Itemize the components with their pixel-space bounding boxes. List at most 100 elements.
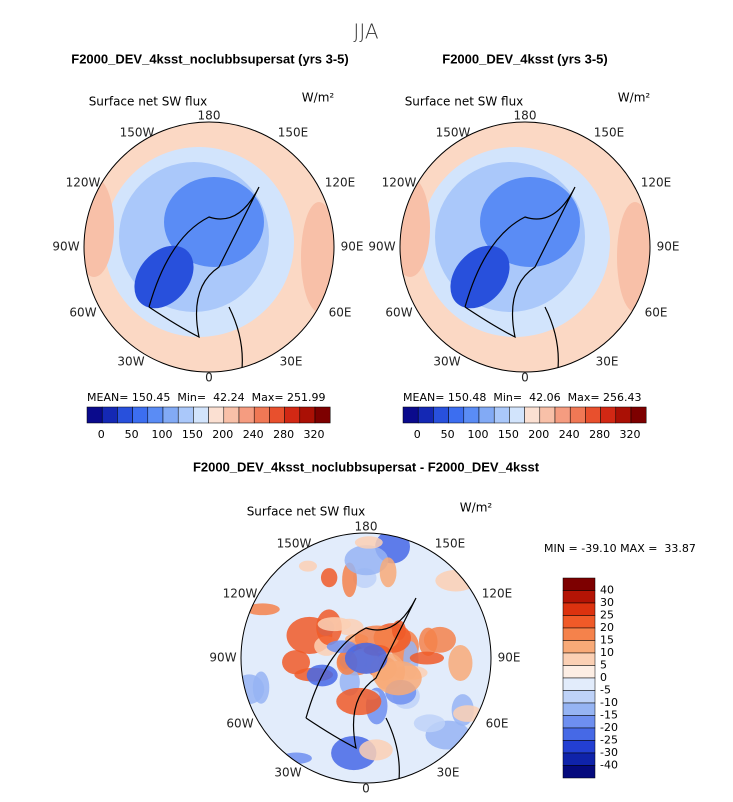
map-field — [453, 705, 483, 722]
map-field — [344, 642, 388, 674]
colorbar-label: 100 — [468, 428, 489, 441]
colorbar-box — [562, 665, 596, 679]
map-field — [320, 568, 338, 588]
panel-title: F2000_DEV_4ksst (yrs 3-5) — [442, 51, 608, 66]
lon-label: 150E — [594, 126, 625, 140]
map-field — [400, 177, 430, 277]
map — [84, 122, 334, 372]
units-label: W/m² — [618, 91, 651, 105]
lon-label: 120E — [325, 176, 356, 190]
lon-label: 180 — [514, 109, 537, 123]
lon-label: 150W — [120, 126, 155, 140]
lon-label: 120W — [66, 176, 101, 190]
variable-label: Surface net SW flux — [247, 505, 366, 519]
colorbar-box — [132, 406, 149, 424]
coastline — [148, 186, 260, 372]
lon-label: 60W — [69, 306, 96, 320]
map — [400, 122, 650, 372]
colorbar-box — [147, 406, 164, 424]
colorbar-label: 240 — [243, 428, 264, 441]
lon-label: 60W — [385, 306, 412, 320]
colorbar-label: 10 — [600, 646, 614, 659]
coastline — [464, 186, 576, 372]
lon-label: 60W — [226, 717, 253, 731]
lon-label: 30E — [437, 766, 460, 780]
map-field — [301, 202, 334, 312]
stats: MEAN= 150.45 Min= 42.24 Max= 251.99 — [87, 391, 326, 404]
map-field — [354, 536, 383, 549]
map-field — [359, 739, 393, 761]
units-label: W/m² — [460, 501, 493, 515]
map-field — [298, 560, 317, 572]
colorbar-box — [562, 677, 596, 691]
colorbar-label: 320 — [304, 428, 325, 441]
colorbar-box — [554, 406, 571, 424]
colorbar-box — [101, 406, 118, 424]
lon-label: 150E — [435, 537, 466, 551]
colorbar-box — [562, 752, 596, 766]
colorbar-label: 40 — [600, 584, 614, 597]
colorbar-box — [562, 652, 596, 666]
lon-label: 90W — [52, 240, 79, 254]
colorbar-label: 320 — [620, 428, 641, 441]
colorbar-box — [562, 765, 596, 779]
colorbar-label: -25 — [600, 734, 618, 747]
lon-label: 60E — [645, 306, 668, 320]
map-field — [409, 651, 445, 665]
lon-label: 90W — [368, 240, 395, 254]
colorbar-box — [238, 406, 255, 424]
colorbar-box — [223, 406, 240, 424]
colorbar-box — [193, 406, 209, 424]
lon-label: 30W — [117, 355, 144, 369]
colorbar-box — [177, 406, 194, 424]
colorbar-label: 200 — [212, 428, 233, 441]
colorbar-box — [86, 406, 103, 424]
colorbar-box — [562, 690, 596, 704]
map-field — [134, 245, 194, 309]
colorbar-box — [562, 740, 596, 754]
colorbar-label: 20 — [600, 621, 614, 634]
colorbar-box — [463, 406, 480, 424]
map-field — [317, 617, 352, 632]
lon-label: 30E — [280, 355, 303, 369]
colorbar-box — [562, 590, 596, 604]
lon-label: 0 — [362, 782, 370, 796]
map-field — [480, 177, 580, 267]
colorbar-box — [562, 602, 596, 616]
colorbar-box — [117, 406, 133, 424]
colorbar-label: 5 — [600, 659, 607, 672]
colorbar-box — [269, 406, 285, 424]
colorbar-label: 0 — [414, 428, 421, 441]
colorbar-box — [299, 406, 316, 424]
stats: MIN = -39.10 MAX = 33.87 — [544, 542, 696, 555]
colorbar-box — [402, 406, 419, 424]
lon-label: 90E — [498, 651, 521, 665]
colorbar-label: -5 — [600, 684, 611, 697]
lon-label: 150W — [436, 126, 471, 140]
colorbar-label: 15 — [600, 634, 614, 647]
map-field — [448, 644, 473, 682]
colorbar-label: 50 — [441, 428, 455, 441]
stats: MEAN= 150.48 Min= 42.06 Max= 256.43 — [403, 391, 642, 404]
colorbar-box — [569, 406, 586, 424]
map-field — [375, 660, 422, 696]
colorbar-box — [509, 406, 525, 424]
colorbar-label: 50 — [125, 428, 139, 441]
colorbar-box — [562, 727, 596, 741]
colorbar-box — [600, 406, 617, 424]
colorbar-box — [253, 406, 270, 424]
map-field — [423, 626, 456, 653]
map-field — [245, 603, 280, 616]
lon-label: 0 — [205, 371, 213, 385]
map-border — [83, 121, 335, 373]
lon-label: 120W — [382, 176, 417, 190]
colorbar-box — [585, 406, 601, 424]
colorbar-label: 150 — [182, 428, 203, 441]
colorbar-label: 100 — [152, 428, 173, 441]
lon-label: 150E — [278, 126, 309, 140]
lon-label: 0 — [521, 371, 529, 385]
map-field — [241, 674, 265, 705]
lon-label: 120E — [641, 176, 672, 190]
colorbar-label: 280 — [273, 428, 294, 441]
